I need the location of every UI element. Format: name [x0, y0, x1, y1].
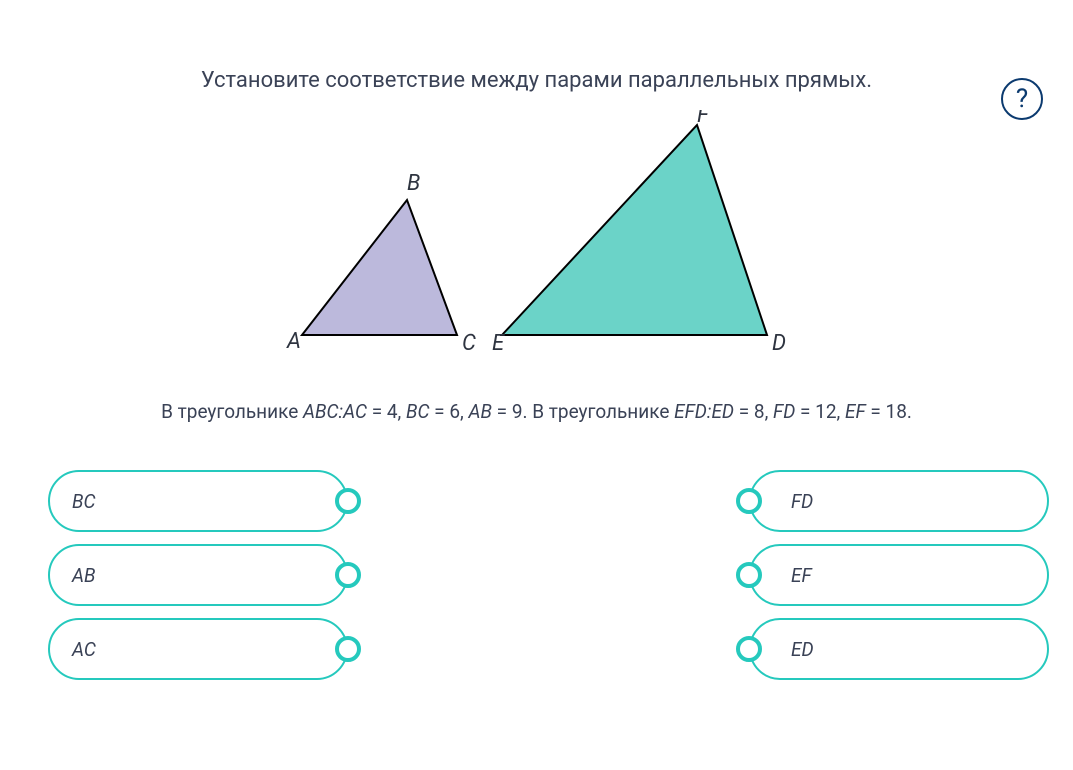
vertex-label-e: E — [492, 331, 505, 356]
right-column: FD EF ED — [749, 470, 1049, 680]
match-item-left[interactable]: AB — [48, 544, 348, 606]
desc-term: ABC:AC — [303, 400, 367, 423]
problem-description: В треугольнике ABC:AC = 4, BC = 6, AB = … — [0, 400, 1073, 423]
desc-text: = 18. — [866, 400, 912, 423]
vertex-label-b: B — [407, 171, 420, 196]
triangle-abc — [302, 200, 457, 335]
desc-term: EF — [845, 400, 866, 423]
match-item-left[interactable]: BC — [48, 470, 348, 532]
triangle-efd — [502, 125, 767, 335]
desc-text: = 9. В треугольнике — [492, 400, 674, 423]
desc-term: FD — [773, 400, 795, 423]
left-column: BC AB AC — [48, 470, 348, 680]
vertex-label-f: F — [697, 110, 710, 128]
desc-text: = 8, — [734, 400, 773, 423]
match-label: AB — [72, 564, 96, 587]
vertex-label-a: A — [286, 329, 301, 354]
desc-text: В треугольнике — [161, 400, 303, 423]
match-item-left[interactable]: AC — [48, 618, 348, 680]
vertex-label-c: C — [462, 331, 476, 356]
triangles-svg: A B C E F D — [257, 110, 817, 370]
desc-term: AB — [468, 400, 492, 423]
desc-text: = 4, — [367, 400, 406, 423]
question-title: Установите соответствие между парами пар… — [0, 68, 1073, 93]
connector-handle[interactable] — [736, 636, 762, 662]
connector-handle[interactable] — [335, 636, 361, 662]
desc-text: = 6, — [429, 400, 468, 423]
match-label: AC — [72, 638, 96, 661]
match-label: ED — [791, 638, 814, 661]
match-label: FD — [791, 490, 813, 513]
vertex-label-d: D — [772, 331, 786, 356]
match-item-right[interactable]: ED — [749, 618, 1049, 680]
match-label: BC — [72, 490, 95, 513]
connector-handle[interactable] — [335, 488, 361, 514]
connector-handle[interactable] — [736, 488, 762, 514]
match-label: EF — [791, 564, 812, 587]
match-item-right[interactable]: EF — [749, 544, 1049, 606]
figure-area: A B C E F D — [0, 110, 1073, 370]
desc-text: = 12, — [795, 400, 845, 423]
connector-handle[interactable] — [335, 562, 361, 588]
connector-handle[interactable] — [736, 562, 762, 588]
match-item-right[interactable]: FD — [749, 470, 1049, 532]
desc-term: EFD:ED — [674, 400, 734, 423]
desc-term: BC — [406, 400, 429, 423]
matching-area: BC AB AC FD EF ED — [48, 470, 1049, 680]
